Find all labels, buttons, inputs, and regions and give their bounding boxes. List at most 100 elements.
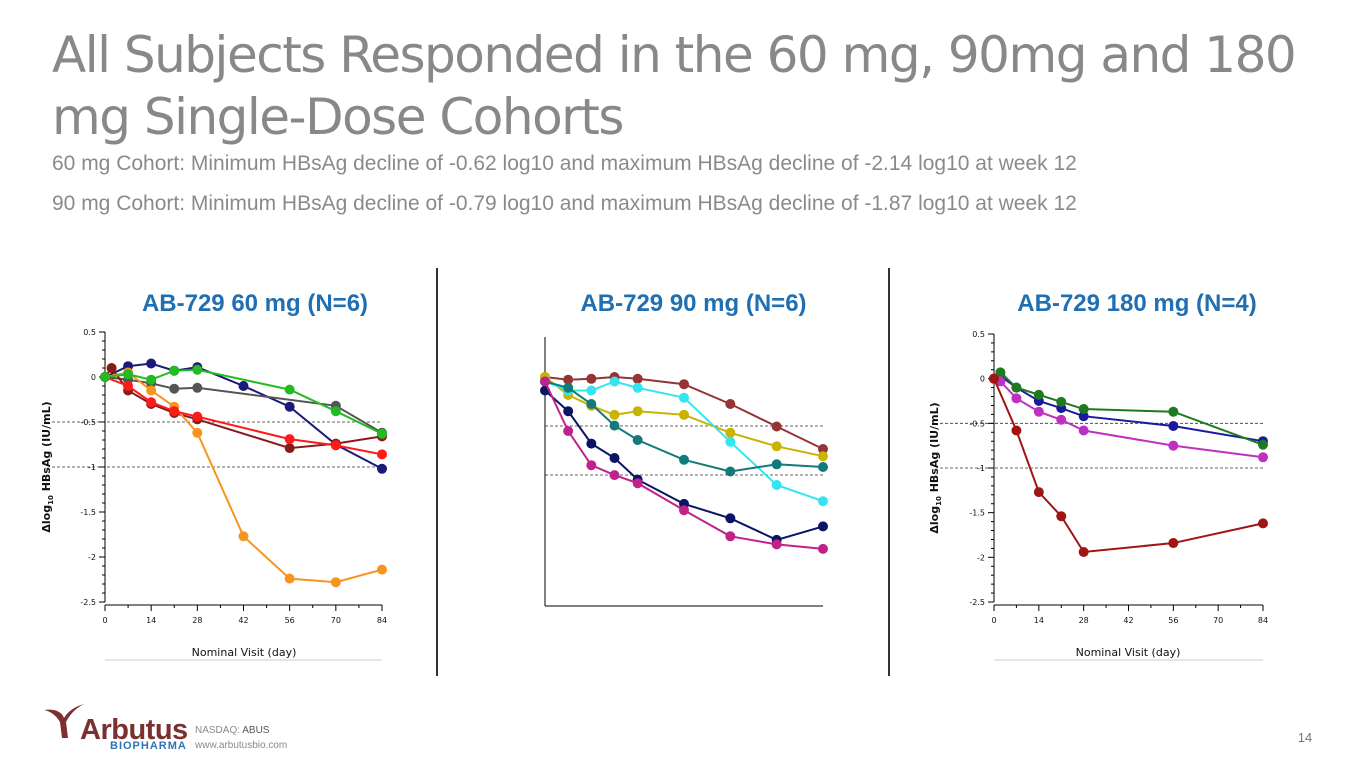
data-point bbox=[586, 460, 597, 471]
data-point bbox=[330, 440, 341, 451]
data-point bbox=[1258, 518, 1268, 529]
y-axis-title-subscript: 10 bbox=[47, 495, 55, 505]
data-point bbox=[995, 367, 1006, 378]
data-point bbox=[284, 401, 295, 412]
x-tick-label: 28 bbox=[192, 616, 202, 625]
data-point bbox=[284, 434, 295, 445]
data-point bbox=[146, 358, 157, 369]
data-point bbox=[284, 384, 295, 395]
data-point bbox=[284, 443, 295, 454]
series-6 bbox=[100, 364, 387, 439]
data-point bbox=[192, 427, 203, 438]
data-point bbox=[563, 382, 574, 393]
data-point bbox=[771, 459, 782, 470]
y-axis-title: Δlog10 HBsAg (IU/mL) bbox=[928, 402, 943, 533]
y-tick-label: -2.5 bbox=[969, 598, 985, 607]
x-tick-label: 42 bbox=[1123, 616, 1133, 625]
data-point bbox=[169, 406, 180, 417]
y-tick-label: 0 bbox=[980, 375, 985, 384]
data-point bbox=[632, 478, 643, 489]
data-point bbox=[1056, 396, 1067, 407]
series-line bbox=[993, 377, 1264, 459]
data-point bbox=[146, 374, 157, 385]
y-tick-label: -1.5 bbox=[969, 509, 985, 518]
subtitle-90mg: 90 mg Cohort: Minimum HBsAg decline of -… bbox=[52, 192, 1077, 215]
x-tick-label: 56 bbox=[1168, 616, 1178, 625]
data-point bbox=[540, 376, 550, 387]
data-point bbox=[123, 369, 134, 380]
data-point bbox=[632, 382, 643, 393]
x-tick-label: 0 bbox=[102, 616, 107, 625]
ticker: ABUS bbox=[242, 725, 270, 736]
chart-title-90mg: AB-729 90 mg (N=6) bbox=[580, 290, 807, 317]
x-tick-label: 70 bbox=[1213, 616, 1223, 625]
chart-title-60mg: AB-729 60 mg (N=6) bbox=[141, 290, 369, 317]
data-point bbox=[989, 373, 999, 384]
data-point bbox=[818, 444, 828, 454]
y-axis-title-rest: HBsAg (IU/mL) bbox=[40, 401, 53, 495]
data-point bbox=[586, 399, 597, 409]
data-point bbox=[632, 435, 643, 445]
data-point bbox=[725, 531, 736, 542]
data-point bbox=[1033, 389, 1044, 400]
y-axis-title-rest: HBsAg (IU/mL) bbox=[928, 402, 941, 496]
data-point bbox=[609, 409, 620, 420]
data-point bbox=[563, 406, 574, 417]
data-point bbox=[609, 420, 620, 431]
data-point bbox=[679, 379, 689, 390]
data-point bbox=[1258, 452, 1268, 463]
series-line bbox=[993, 378, 1264, 554]
y-tick-label: -1.5 bbox=[80, 508, 96, 517]
logo-subtext: BIOPHARMA bbox=[110, 740, 187, 752]
series-4 bbox=[100, 367, 387, 588]
x-tick-label: 0 bbox=[991, 616, 996, 625]
data-point bbox=[1056, 511, 1067, 522]
data-point bbox=[609, 470, 620, 481]
y-tick-label: -0.5 bbox=[80, 418, 96, 427]
series-4 bbox=[989, 373, 1268, 557]
chart-title-180mg: AB-729 180 mg (N=4) bbox=[1017, 290, 1257, 317]
data-point bbox=[818, 451, 828, 462]
exchange-ticker: NASDAQ: ABUS bbox=[195, 725, 269, 736]
page-number: 14 bbox=[1297, 730, 1313, 745]
website-link[interactable]: www.arbutusbio.com bbox=[195, 740, 288, 751]
y-axis-title-subscript: 10 bbox=[935, 496, 943, 506]
data-point bbox=[106, 363, 117, 373]
data-point bbox=[679, 392, 689, 403]
data-point bbox=[1011, 393, 1022, 404]
x-axis-title: Nominal Visit (day) bbox=[1076, 646, 1181, 659]
data-point bbox=[725, 427, 736, 438]
data-point bbox=[563, 426, 574, 436]
y-tick-label: 0.5 bbox=[83, 328, 96, 337]
logo-wordmark: Arbutus bbox=[80, 714, 188, 746]
data-point bbox=[1056, 414, 1067, 425]
data-point bbox=[1078, 546, 1089, 557]
data-point bbox=[1011, 425, 1022, 436]
data-point bbox=[1258, 439, 1268, 450]
data-point bbox=[192, 364, 203, 375]
y-tick-label: 0 bbox=[91, 373, 96, 382]
x-tick-label: 14 bbox=[1034, 616, 1044, 625]
data-point bbox=[169, 365, 180, 376]
x-axis-title: Nominal Visit (day) bbox=[192, 646, 297, 659]
x-tick-label: 84 bbox=[1258, 616, 1268, 625]
data-point bbox=[377, 463, 387, 474]
data-point bbox=[1168, 406, 1179, 417]
data-point bbox=[238, 381, 249, 391]
data-point bbox=[771, 441, 782, 452]
data-point bbox=[679, 454, 689, 465]
panel-divider-2 bbox=[888, 268, 890, 676]
y-tick-label: -0.5 bbox=[969, 419, 985, 428]
y-tick-label: -1 bbox=[977, 464, 985, 473]
data-point bbox=[146, 397, 157, 408]
data-point bbox=[284, 573, 295, 584]
data-point bbox=[377, 449, 387, 460]
data-point bbox=[330, 406, 341, 417]
data-point bbox=[1078, 404, 1089, 415]
data-point bbox=[146, 385, 157, 396]
exchange-label: NASDAQ: bbox=[195, 725, 243, 736]
y-tick-label: -2.5 bbox=[80, 598, 96, 607]
data-point bbox=[586, 373, 597, 384]
